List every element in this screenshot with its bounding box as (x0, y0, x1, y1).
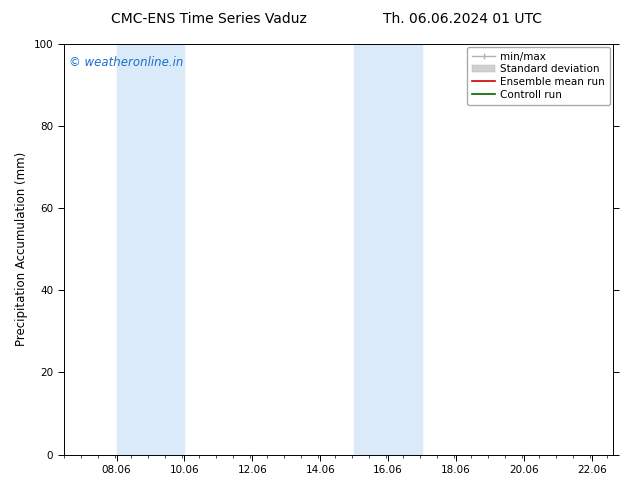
Bar (354, 44, 422, 455)
Bar (117, 44, 184, 455)
Text: Th. 06.06.2024 01 UTC: Th. 06.06.2024 01 UTC (384, 12, 542, 26)
Text: CMC-ENS Time Series Vaduz: CMC-ENS Time Series Vaduz (112, 12, 307, 26)
Text: © weatheronline.in: © weatheronline.in (69, 56, 183, 69)
Y-axis label: Precipitation Accumulation (mm): Precipitation Accumulation (mm) (15, 152, 28, 346)
Legend: min/max, Standard deviation, Ensemble mean run, Controll run: min/max, Standard deviation, Ensemble me… (467, 47, 611, 105)
